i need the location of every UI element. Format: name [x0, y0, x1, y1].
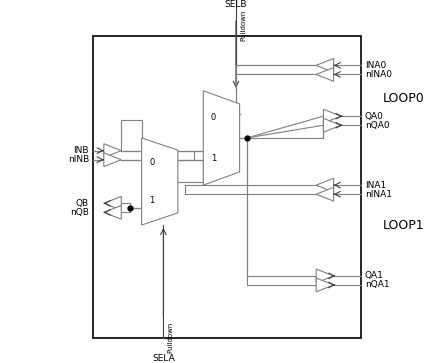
Polygon shape	[324, 118, 341, 132]
Polygon shape	[316, 58, 334, 72]
Text: 1: 1	[149, 196, 154, 205]
Text: INA1: INA1	[365, 181, 386, 189]
Polygon shape	[104, 153, 121, 167]
Polygon shape	[104, 144, 121, 158]
Text: nINB: nINB	[68, 155, 89, 164]
Text: LOOP0: LOOP0	[383, 91, 425, 105]
Text: 0: 0	[211, 113, 216, 122]
Polygon shape	[316, 269, 334, 283]
Text: SELB: SELB	[225, 0, 247, 9]
Polygon shape	[316, 178, 334, 192]
Polygon shape	[203, 91, 240, 185]
Text: 1: 1	[211, 154, 216, 163]
Polygon shape	[142, 138, 178, 225]
Polygon shape	[104, 196, 121, 210]
Text: SELA: SELA	[152, 354, 175, 363]
Polygon shape	[316, 187, 334, 201]
Text: nQB: nQB	[70, 208, 89, 217]
Bar	[92, 36, 361, 338]
Text: nQA1: nQA1	[365, 281, 390, 289]
Polygon shape	[316, 68, 334, 81]
Polygon shape	[324, 109, 341, 123]
Text: nQA0: nQA0	[365, 121, 390, 130]
Text: QA1: QA1	[365, 272, 384, 280]
Text: INA0: INA0	[365, 61, 386, 70]
Text: INB: INB	[73, 146, 89, 155]
Text: nINA0: nINA0	[365, 70, 392, 79]
Text: QB: QB	[76, 199, 89, 208]
Polygon shape	[316, 278, 334, 292]
Text: 0: 0	[149, 158, 154, 167]
Text: Pulldown: Pulldown	[240, 10, 246, 41]
Text: QA0: QA0	[365, 112, 384, 121]
Text: nINA1: nINA1	[365, 190, 392, 199]
Polygon shape	[104, 205, 121, 219]
Text: Pulldown: Pulldown	[168, 322, 174, 353]
Text: LOOP1: LOOP1	[383, 219, 425, 232]
